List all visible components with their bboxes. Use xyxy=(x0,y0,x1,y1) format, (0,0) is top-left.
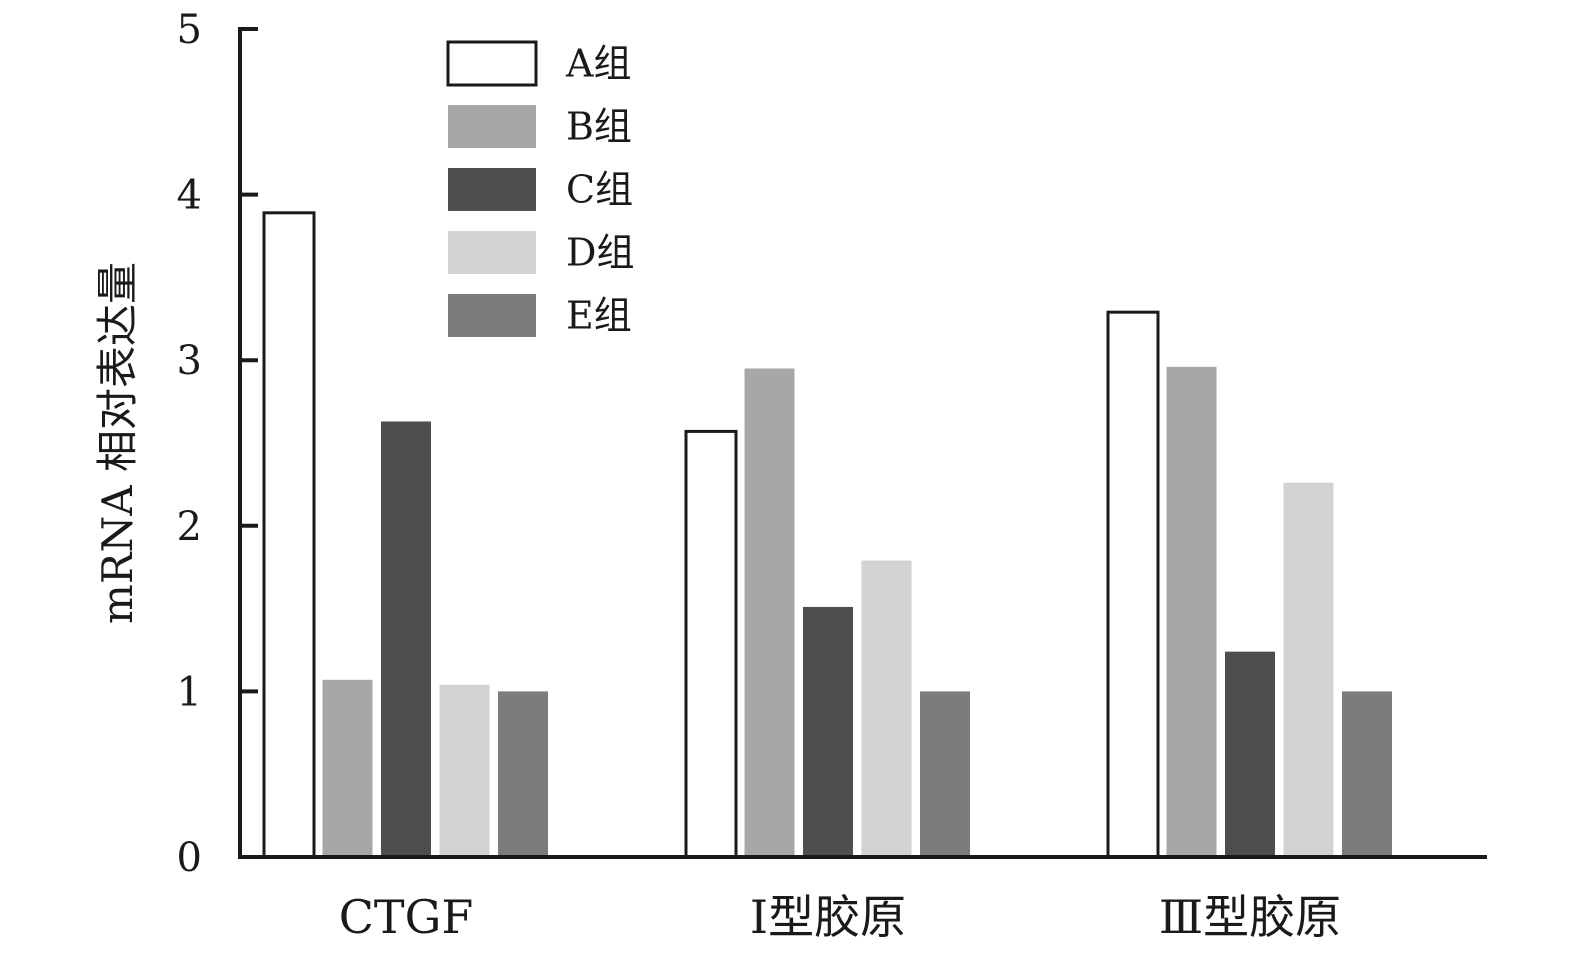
legend: A组 B组 C组 D组 E组 xyxy=(446,40,634,338)
bar xyxy=(1166,366,1217,857)
category-label: Ⅰ型胶原 xyxy=(750,890,906,944)
legend-swatch xyxy=(448,231,536,274)
y-tick-label: 3 xyxy=(177,338,202,384)
bar xyxy=(1106,310,1160,859)
y-axis-ticks: 0 1 2 3 4 5 xyxy=(177,7,258,881)
legend-swatch xyxy=(446,40,538,87)
bar xyxy=(861,560,912,857)
bar xyxy=(803,606,853,857)
legend-label: C组 xyxy=(566,168,633,212)
bar xyxy=(1283,482,1334,857)
legend-label: A组 xyxy=(565,42,631,86)
category-labels: CTGF Ⅰ型胶原 Ⅲ型胶原 xyxy=(339,890,1341,944)
category-label: Ⅲ型胶原 xyxy=(1159,890,1341,944)
legend-label: E组 xyxy=(566,294,632,338)
bar xyxy=(920,691,970,857)
axes-group xyxy=(238,27,1487,859)
y-axis-title-group: mRNA 相对表达量 xyxy=(93,262,142,624)
bar xyxy=(439,684,490,857)
legend-label: B组 xyxy=(566,105,632,149)
bar xyxy=(744,368,795,857)
y-tick-label: 5 xyxy=(177,7,202,53)
bar xyxy=(322,679,373,857)
bar xyxy=(1342,691,1392,857)
category-label: CTGF xyxy=(339,890,474,944)
y-tick-label: 1 xyxy=(177,669,202,715)
legend-swatch xyxy=(448,294,536,337)
legend-swatch xyxy=(448,168,536,211)
legend-label: D组 xyxy=(566,231,634,275)
bar xyxy=(1225,651,1275,857)
bar xyxy=(262,211,316,859)
legend-swatch xyxy=(448,105,536,148)
y-tick-label: 0 xyxy=(177,835,202,881)
bar xyxy=(684,429,738,859)
y-axis-title: mRNA 相对表达量 xyxy=(93,262,142,624)
bar xyxy=(381,421,431,857)
bars-group xyxy=(262,211,1392,859)
bar xyxy=(498,691,548,857)
y-tick-label: 4 xyxy=(177,173,202,219)
y-tick-label: 2 xyxy=(177,504,202,550)
